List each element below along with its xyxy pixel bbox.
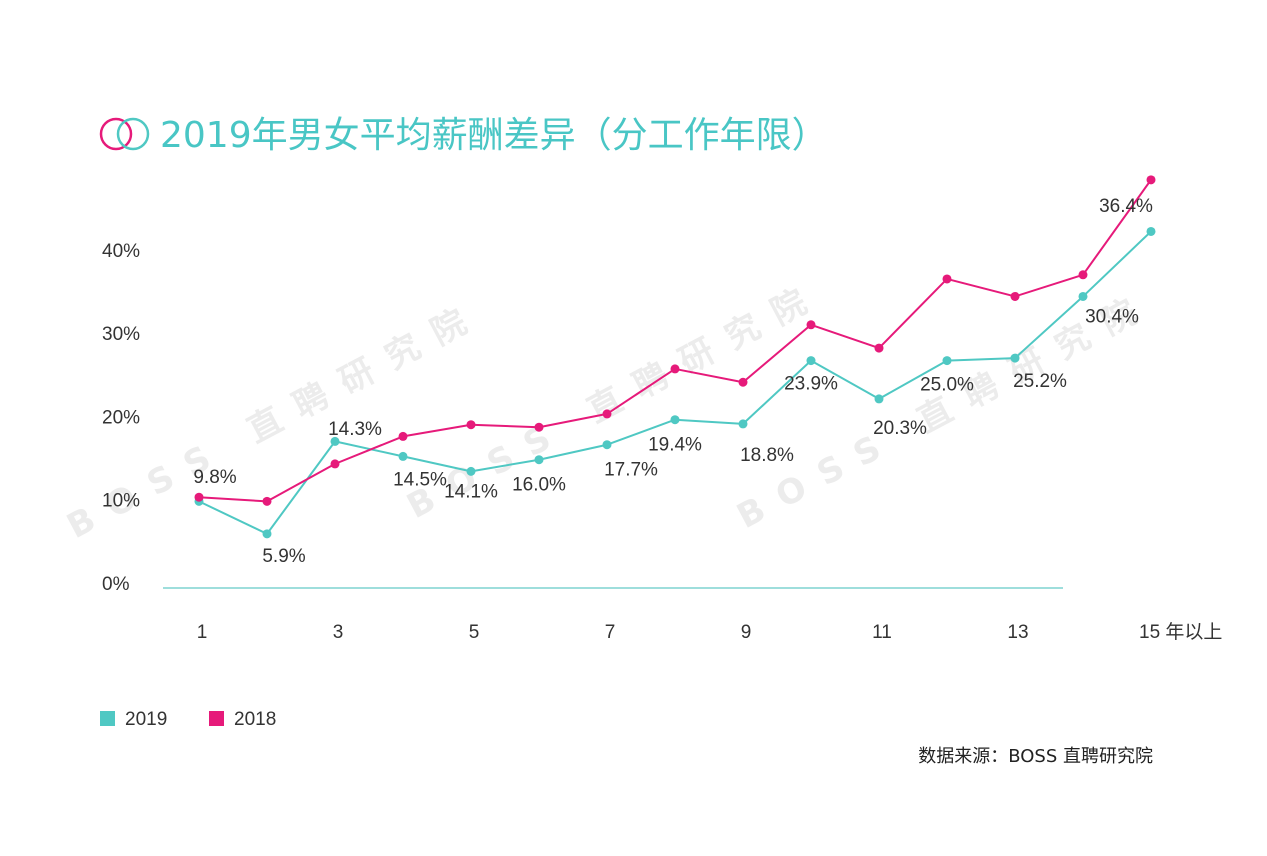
data-point-2019	[806, 356, 816, 366]
legend-label-2019: 2019	[125, 709, 167, 730]
data-point-2019	[330, 436, 340, 446]
data-point-2019	[262, 529, 272, 539]
data-point-2018	[738, 377, 748, 387]
data-label-2019: 25.0%	[920, 375, 974, 396]
x-tick-label: 15 年以上	[1139, 621, 1222, 643]
legend: 2019 2018	[100, 709, 276, 730]
x-tick-label: 13	[1007, 622, 1028, 643]
data-point-2019	[398, 451, 408, 461]
data-point-2019	[1146, 226, 1156, 236]
x-tick-label: 1	[197, 622, 208, 643]
data-label-2019: 19.4%	[648, 435, 702, 456]
data-label-2019: 25.2%	[1013, 371, 1067, 392]
data-label-2019: 5.9%	[262, 546, 305, 567]
x-tick-label: 9	[741, 622, 752, 643]
data-point-2018	[534, 422, 544, 432]
x-tick-label: 3	[333, 622, 344, 643]
legend-swatch-2019	[100, 711, 115, 726]
data-point-2019	[942, 356, 952, 366]
data-point-2018	[466, 420, 476, 430]
data-point-2018	[1078, 270, 1088, 280]
data-label-2019: 23.9%	[784, 374, 838, 395]
y-tick-label: 40%	[102, 241, 140, 262]
y-tick-label: 10%	[102, 491, 140, 512]
data-point-2018	[262, 496, 272, 506]
title-logo-icon	[99, 117, 150, 151]
data-label-2019: 20.3%	[873, 418, 927, 439]
x-tick-label: 11	[872, 622, 892, 643]
data-point-2018	[602, 409, 612, 419]
data-label-2018: 14.3%	[328, 419, 382, 440]
data-label-2019: 14.1%	[444, 481, 498, 502]
data-point-2018	[874, 343, 884, 353]
data-labels-layer: 5.9% 14.5%14.1% 16.0% 17.7% 19.4% 18.8% 23.9% 2…	[193, 196, 1153, 567]
series-layer	[194, 175, 1156, 539]
data-point-2019	[466, 466, 476, 476]
data-point-2019	[874, 394, 884, 404]
data-point-2018	[1010, 291, 1020, 301]
legend-item-2019: 2019	[100, 709, 167, 730]
data-point-2018	[670, 364, 680, 374]
y-axis: 0% 10% 20% 30% 40%	[102, 241, 140, 595]
data-point-2018	[398, 431, 408, 441]
chart-title: 2019年男女平均薪酬差异（分工作年限）	[160, 115, 828, 156]
x-tick-label: 7	[605, 622, 616, 643]
y-tick-label: 20%	[102, 407, 140, 428]
data-point-2019	[1078, 291, 1088, 301]
legend-swatch-2018	[209, 711, 224, 726]
legend-label-2018: 2018	[234, 709, 276, 730]
data-label-2019: 16.0%	[512, 475, 566, 496]
x-axis: 1 3 5 7 9 11 13 15 年以上	[197, 621, 1223, 643]
data-point-2018	[806, 320, 816, 330]
legend-item-2018: 2018	[209, 709, 276, 730]
data-point-2018	[942, 274, 952, 284]
data-point-2018	[1146, 175, 1156, 185]
data-point-2019	[602, 440, 612, 450]
data-point-2019	[534, 455, 544, 465]
source-note: 数据来源：BOSS 直聘研究院	[918, 746, 1153, 767]
y-tick-label: 0%	[102, 574, 130, 595]
data-label-2019: 14.5%	[393, 469, 447, 490]
data-label-2019: 17.7%	[604, 460, 658, 481]
data-label-2019: 18.8%	[740, 445, 794, 466]
x-tick-label: 5	[469, 622, 480, 643]
data-point-2019	[1010, 353, 1020, 363]
data-label-2018: 9.8%	[193, 467, 236, 488]
data-point-2018	[194, 492, 204, 502]
data-label-2019: 30.4%	[1085, 306, 1139, 327]
data-point-2019	[670, 415, 680, 425]
data-label-2018: 36.4%	[1099, 196, 1153, 217]
data-point-2019	[738, 419, 748, 429]
data-point-2018	[330, 459, 340, 469]
y-tick-label: 30%	[102, 324, 140, 345]
